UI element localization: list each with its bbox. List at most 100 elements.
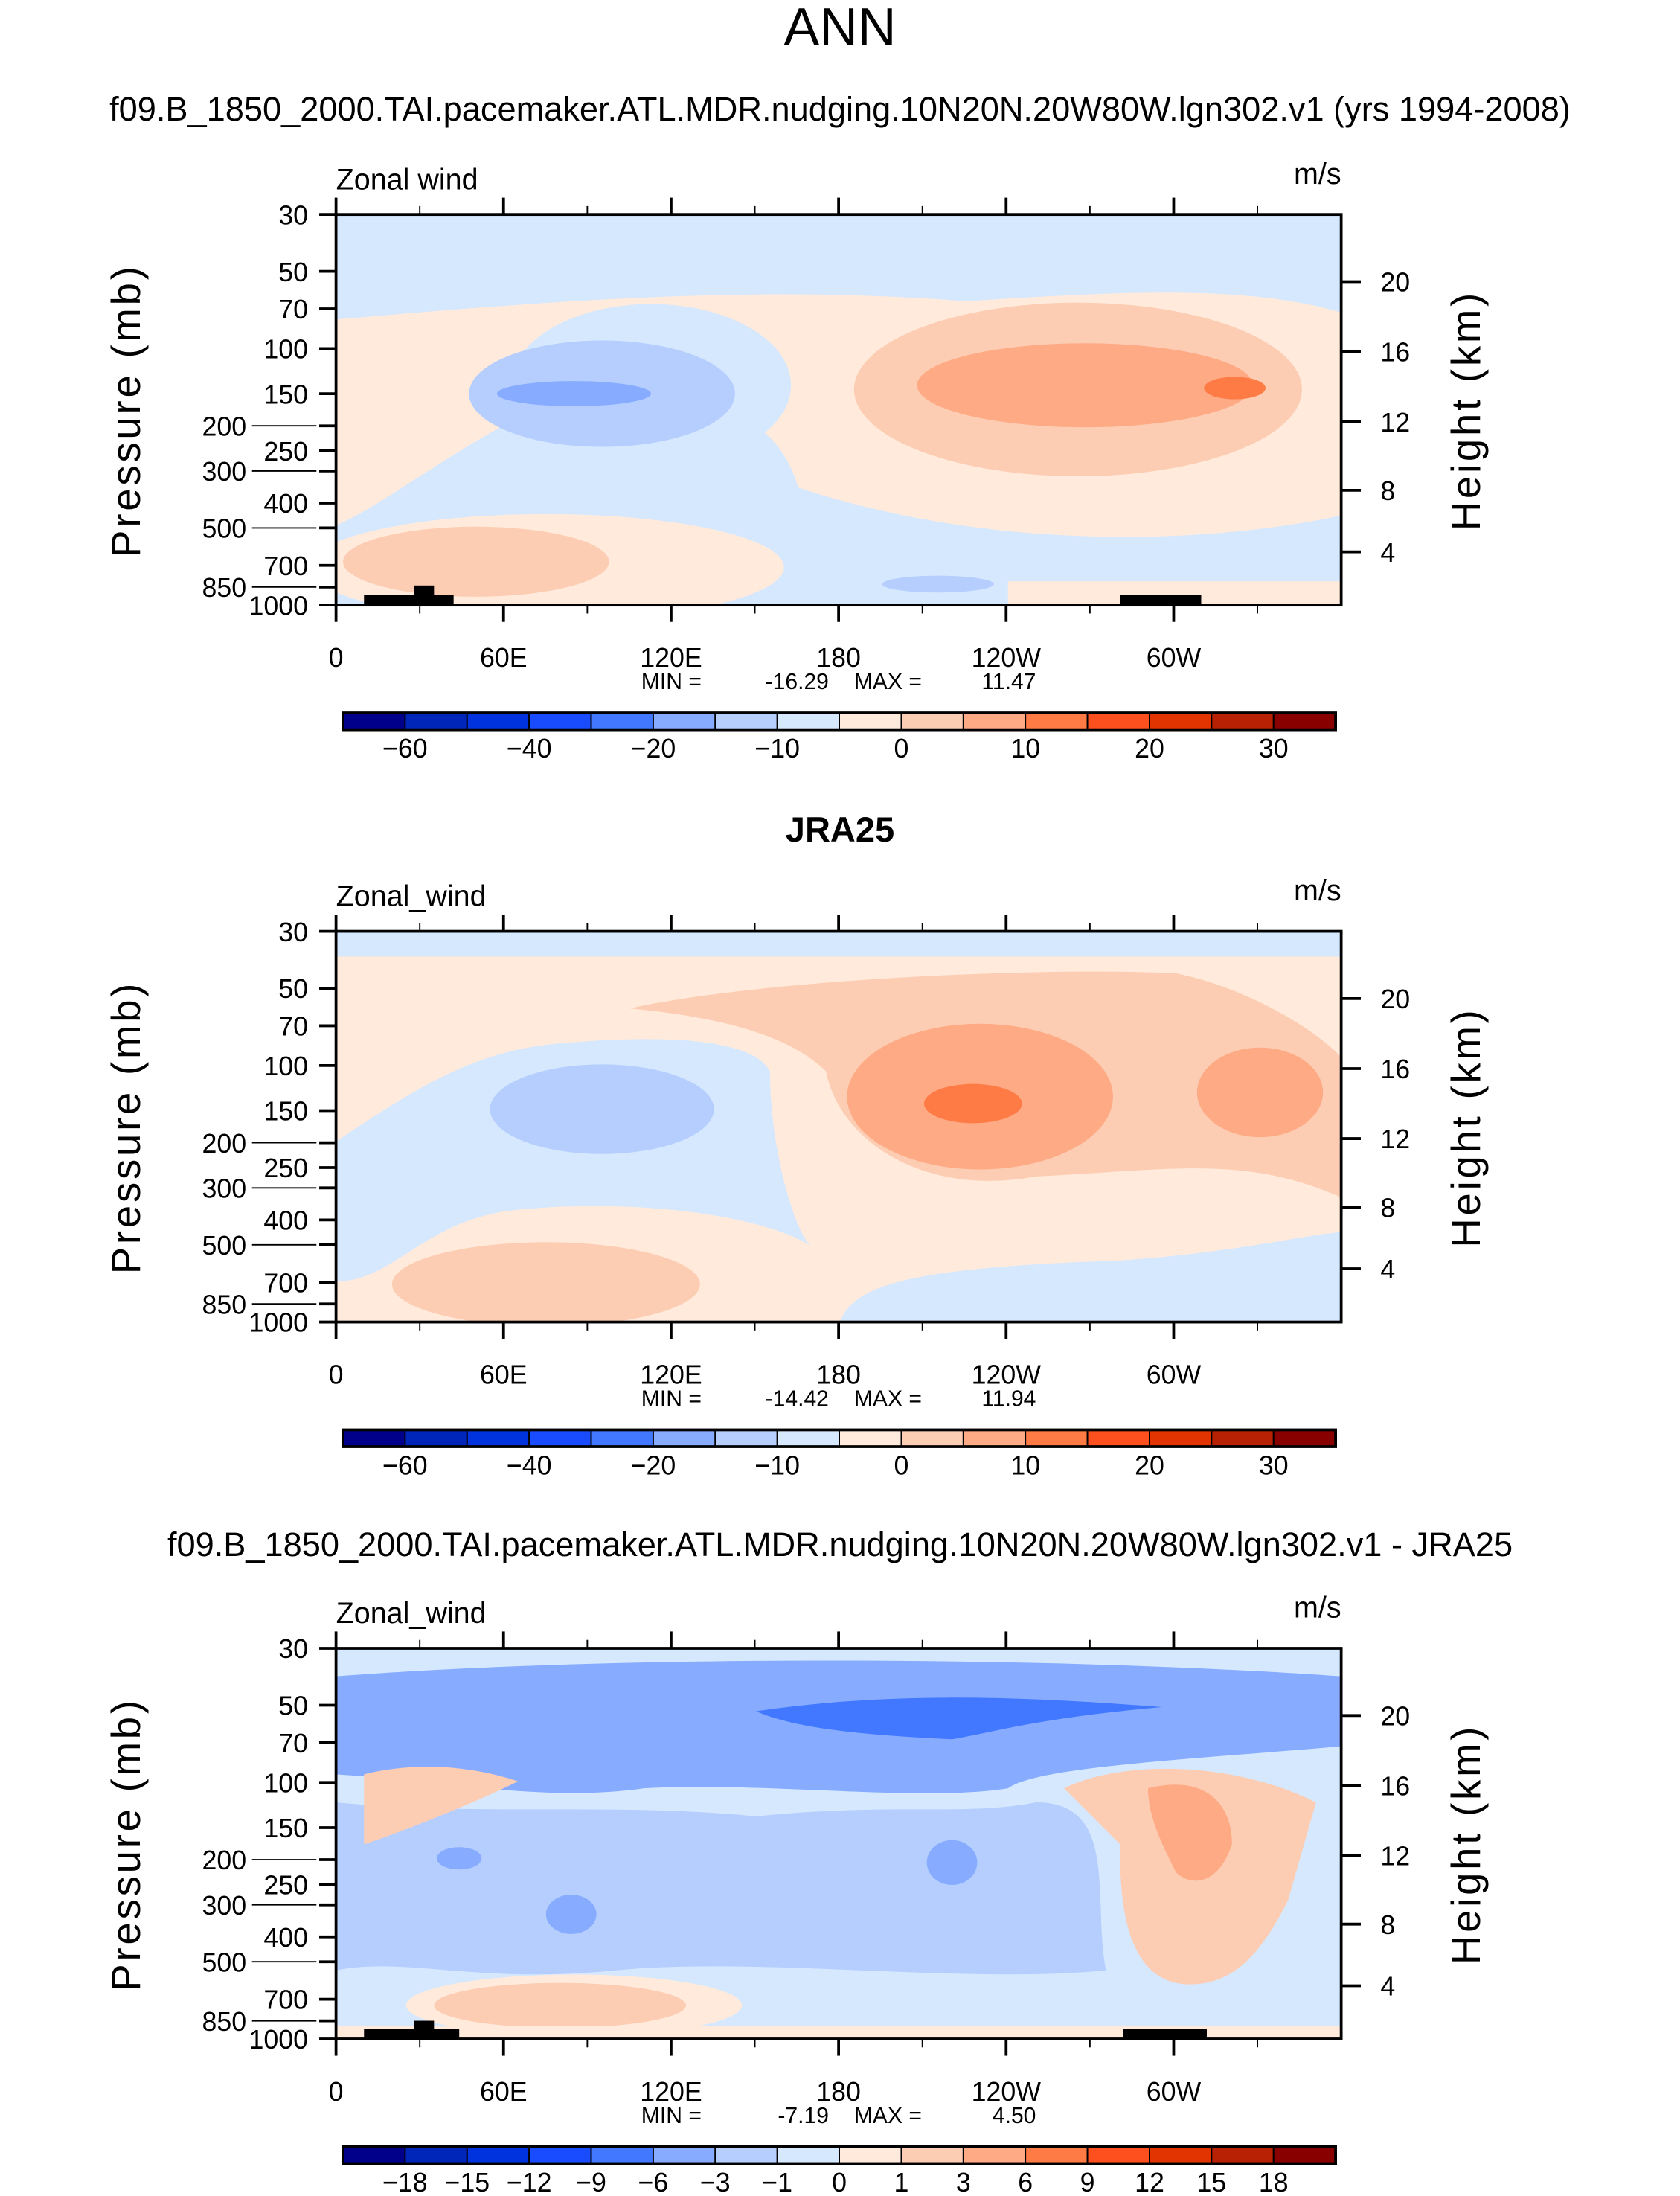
y-tick-label: 500 (202, 514, 247, 544)
colorbar-box (1272, 2145, 1337, 2165)
x-tick-label: 0 (329, 1360, 344, 1389)
y-tick-label: 250 (263, 437, 308, 467)
topography (414, 2020, 435, 2039)
min-label: MIN = (641, 670, 702, 694)
contour-region (391, 1242, 700, 1322)
contour-region (490, 1064, 714, 1154)
contour-region (882, 575, 994, 593)
y-tick-label: 30 (278, 1634, 308, 1664)
y-right-tick-label: 4 (1380, 1972, 1395, 2002)
x-tick-label: 180 (816, 2077, 861, 2107)
max-value: 4.50 (993, 2104, 1036, 2128)
colorbar-label: 3 (956, 2168, 971, 2196)
colorbar-box (652, 712, 716, 731)
y-axis-label: Pressure (mb) (103, 981, 149, 1274)
colorbar-box (1149, 1429, 1213, 1447)
y-right-tick-label: 12 (1380, 1124, 1410, 1154)
x-tick-label: 180 (816, 643, 861, 673)
colorbar-label: −3 (700, 2168, 731, 2196)
y-right-tick-label: 16 (1380, 1054, 1410, 1084)
panel-title: f09.B_1850_2000.TAI.pacemaker.ATL.MDR.nu… (167, 1526, 1513, 1563)
y-right-tick-label: 20 (1380, 985, 1410, 1014)
colorbar-label: 20 (1135, 734, 1164, 764)
colorbar-box (839, 2145, 902, 2165)
colorbar-box (404, 2145, 468, 2165)
colorbar-box (590, 2145, 654, 2165)
colorbar-label: 0 (832, 2168, 847, 2196)
min-value: -14.42 (766, 1386, 829, 1411)
variable-label: Zonal_wind (336, 1597, 487, 1630)
colorbar-box (962, 712, 1027, 731)
min-label: MIN = (641, 1386, 702, 1411)
units-label: m/s (1294, 874, 1341, 907)
y-tick-label: 850 (202, 573, 247, 603)
panel-title: JRA25 (786, 810, 894, 849)
colorbar-box (342, 712, 406, 731)
colorbar-box (404, 712, 468, 731)
y-tick-label: 400 (263, 1923, 308, 1953)
colorbar-label: −10 (754, 1451, 800, 1481)
x-tick-label: 60E (480, 643, 528, 673)
min-value: -16.29 (766, 670, 829, 694)
contour-region (917, 343, 1254, 428)
y-tick-label: 150 (263, 380, 308, 409)
y-right-tick-label: 8 (1380, 1910, 1395, 1940)
colorbar-box (1149, 2145, 1213, 2165)
y-right-tick-label: 16 (1380, 338, 1410, 368)
colorbar-box (839, 1429, 902, 1447)
x-tick-label: 180 (816, 1360, 861, 1389)
contour-region (434, 1982, 687, 2028)
colorbar-label: 0 (894, 1451, 908, 1481)
y-tick-label: 100 (263, 1051, 308, 1081)
colorbar-frame (342, 711, 1337, 732)
colorbar-box (466, 2145, 530, 2165)
colorbar-box (652, 2145, 716, 2165)
colorbar-label: −10 (754, 734, 800, 764)
colorbar-box (962, 1429, 1027, 1447)
y-tick-label: 200 (202, 412, 247, 441)
topography (364, 595, 454, 606)
colorbar-label: −60 (382, 734, 428, 764)
colorbar-box (1086, 2145, 1150, 2165)
colorbar-box (404, 1429, 468, 1447)
colorbar-frame (342, 2145, 1337, 2165)
contour-region (840, 1232, 1341, 1322)
colorbar-box (466, 712, 530, 731)
colorbar-box (962, 2145, 1027, 2165)
topography (1123, 2029, 1207, 2039)
colorbar-box (714, 2145, 778, 2165)
contour-region (343, 526, 609, 597)
max-value: 11.94 (981, 1386, 1036, 1411)
x-tick-label: 120E (640, 643, 702, 673)
x-tick-label: 60W (1147, 643, 1202, 673)
y-tick-label: 850 (202, 2007, 247, 2037)
y-tick-label: 250 (263, 1871, 308, 1901)
y-tick-label: 70 (278, 1729, 308, 1758)
topography (414, 585, 435, 606)
colorbar-label: −40 (507, 1451, 552, 1481)
colorbar-label: −6 (638, 2168, 669, 2196)
colorbar-box (1086, 712, 1150, 731)
contour-region (336, 2026, 1341, 2039)
x-tick-label: 0 (329, 2077, 344, 2107)
y-right-tick-label: 4 (1380, 538, 1395, 568)
contour-region (336, 931, 1341, 957)
colorbar-label: −1 (762, 2168, 792, 2196)
colorbar-label: −12 (507, 2168, 552, 2196)
colorbar-box (900, 1429, 964, 1447)
max-label: MAX = (854, 2104, 922, 2128)
colorbar-box (342, 1429, 406, 1447)
max-label: MAX = (854, 670, 922, 694)
colorbar-box (1211, 712, 1275, 731)
colorbar-box (1272, 712, 1337, 731)
panel-3: f09.B_1850_2000.TAI.pacemaker.ATL.MDR.nu… (103, 1526, 1513, 2196)
topography (364, 2029, 460, 2039)
x-tick-label: 120W (972, 643, 1042, 673)
y-tick-label: 200 (202, 1846, 247, 1875)
colorbar-box (776, 712, 840, 731)
colorbar-label: 10 (1010, 1451, 1040, 1481)
y-right-tick-label: 20 (1380, 1701, 1410, 1731)
min-value: -7.19 (778, 2104, 829, 2128)
contour-region (923, 1083, 1022, 1124)
x-tick-label: 60E (480, 2077, 528, 2107)
